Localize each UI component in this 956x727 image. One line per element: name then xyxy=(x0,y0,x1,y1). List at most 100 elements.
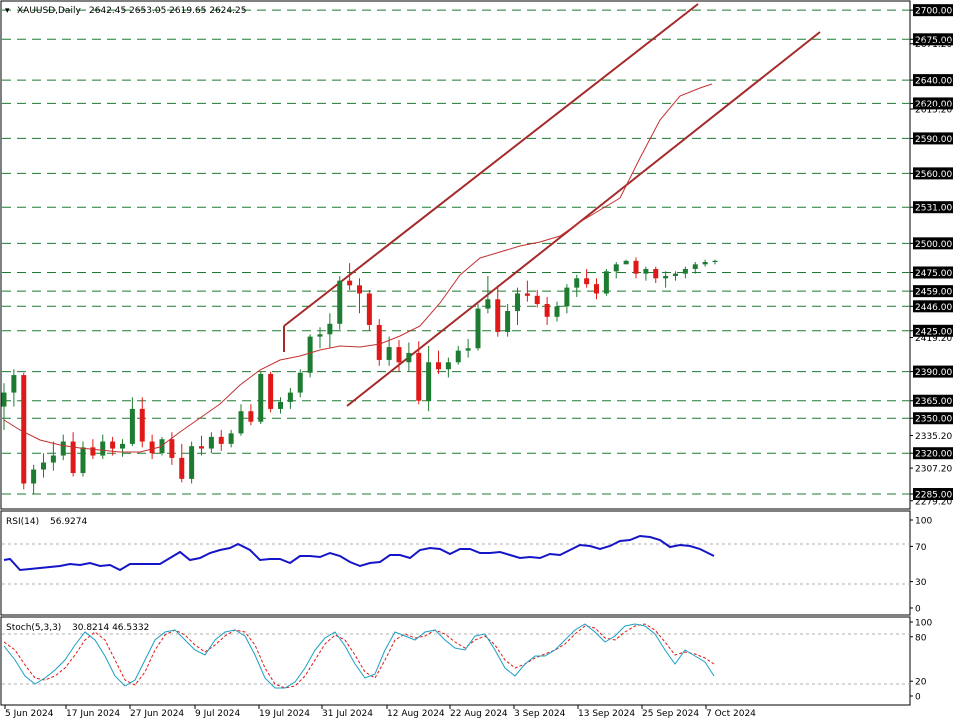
rsi-axis: 100 70 30 0 xyxy=(910,517,932,615)
candle-body xyxy=(712,260,718,262)
candle-body xyxy=(584,278,590,285)
candle xyxy=(416,341,422,405)
candle xyxy=(278,397,283,414)
candle xyxy=(258,371,264,425)
time-tick-label: 17 Jun 2024 xyxy=(66,709,120,719)
candle-body xyxy=(633,260,639,274)
candle xyxy=(445,357,451,378)
candle xyxy=(129,397,135,447)
stoch-signal-line xyxy=(3,623,715,689)
candle-body xyxy=(475,308,481,349)
price-label-bg xyxy=(913,237,953,250)
candle xyxy=(396,340,402,372)
candle-body xyxy=(70,441,76,474)
candle-body xyxy=(90,447,96,456)
candle-body xyxy=(139,408,145,442)
price-label: 2459.00 xyxy=(915,288,952,298)
rsi-panel-frame xyxy=(0,510,911,616)
candle-body xyxy=(485,299,491,309)
rsi-line xyxy=(3,534,715,572)
candle xyxy=(80,441,86,477)
stoch-tick-label: 100 xyxy=(915,619,932,629)
candle xyxy=(702,259,708,267)
candle-body xyxy=(455,350,461,363)
candle-body xyxy=(574,278,580,288)
rsi-tick-label: 100 xyxy=(915,517,932,527)
candle-body xyxy=(416,352,422,401)
candle-body xyxy=(465,348,471,351)
stoch-tick-label: 20 xyxy=(915,678,927,688)
stoch-tick-label: 80 xyxy=(915,633,927,643)
candle xyxy=(317,327,323,349)
axis-tick-label: 2419.20 xyxy=(915,334,952,344)
candle-body xyxy=(228,433,234,444)
candle-body xyxy=(248,411,254,422)
price-axis-labels: 2700.00 2675.00 2640.00 2620.00 2590.00 2560.… xyxy=(910,4,953,507)
chart-menu-arrow[interactable]: ▾ xyxy=(5,6,10,16)
price-label: 2320.00 xyxy=(915,450,952,460)
horizontal-levels xyxy=(2,9,910,495)
candle-body xyxy=(60,441,66,456)
time-tick-label: 3 Sep 2024 xyxy=(514,709,566,719)
time-tick-label: 19 Jul 2024 xyxy=(259,709,310,719)
price-label-bg xyxy=(913,324,953,337)
candle xyxy=(643,266,649,281)
candle-body xyxy=(376,324,382,360)
main-panel-frame xyxy=(0,0,911,510)
time-tick-label: 31 Jul 2024 xyxy=(322,709,373,719)
price-label-bg xyxy=(913,447,953,460)
candle-body xyxy=(564,287,570,307)
price-label-bg xyxy=(913,97,953,110)
candle xyxy=(60,434,66,461)
candle xyxy=(584,268,590,288)
price-label-bg xyxy=(913,488,953,501)
price-label-bg xyxy=(913,300,953,313)
price-label: 2620.00 xyxy=(915,100,952,110)
candle-body xyxy=(534,295,540,304)
candle-body xyxy=(258,373,264,422)
price-label-bg xyxy=(913,167,953,180)
time-tick-label: 5 Jun 2024 xyxy=(5,709,54,719)
stoch-title: Stoch(5,3,3) xyxy=(6,623,61,633)
channel-upper-line xyxy=(283,3,699,327)
candle xyxy=(475,303,481,351)
candle-body xyxy=(702,261,708,265)
symbol-title: XAUUSD,Daily xyxy=(17,6,81,16)
stoch-panel-frame xyxy=(0,616,911,706)
candle xyxy=(426,345,432,412)
price-channel xyxy=(283,3,821,407)
candle-body xyxy=(337,280,343,324)
candle xyxy=(653,266,659,283)
candle xyxy=(307,334,313,378)
candle xyxy=(682,266,688,279)
candle-body xyxy=(495,299,501,332)
candle xyxy=(199,435,204,456)
rsi-tick-label: 70 xyxy=(915,543,927,553)
price-label: 2425.00 xyxy=(915,327,952,337)
price-label: 2590.00 xyxy=(915,135,952,145)
candle xyxy=(208,432,214,454)
candle-body xyxy=(21,375,27,484)
candle xyxy=(603,268,609,296)
time-tick-label: 13 Sep 2024 xyxy=(578,709,635,719)
stoch-tick-label: 0 xyxy=(915,693,921,703)
candle xyxy=(692,261,698,274)
price-label-bg xyxy=(913,201,953,214)
candle-body xyxy=(594,284,599,294)
candle xyxy=(159,436,165,456)
candle xyxy=(189,441,195,484)
candle xyxy=(41,453,46,478)
candle-body xyxy=(317,334,323,337)
candle-body xyxy=(643,268,649,274)
candle-body xyxy=(554,306,560,317)
candle xyxy=(712,259,718,265)
candle xyxy=(613,261,619,279)
candle-body xyxy=(692,264,698,269)
axis-tick-label: 2335.20 xyxy=(915,432,952,442)
candle xyxy=(663,271,669,288)
price-label: 2365.00 xyxy=(915,397,952,407)
candle xyxy=(1,383,7,430)
candle xyxy=(455,345,461,365)
candle-body xyxy=(120,443,125,449)
price-label: 2390.00 xyxy=(915,368,952,378)
